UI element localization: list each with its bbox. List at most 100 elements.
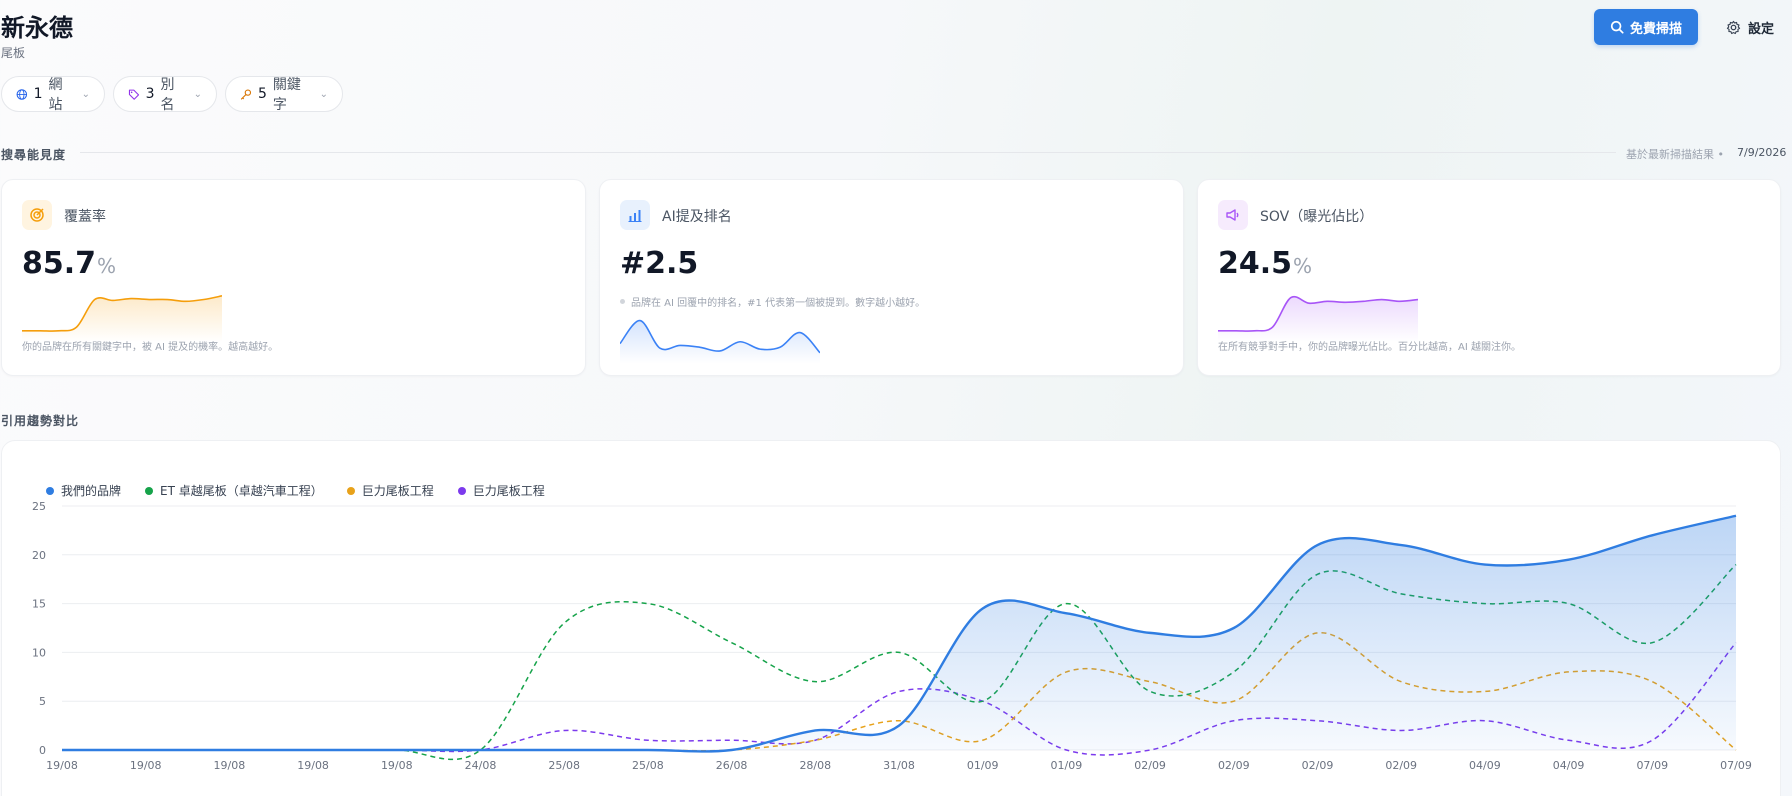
filter-keywords-label: 關鍵字 xyxy=(272,77,301,113)
legend-dot xyxy=(46,486,54,495)
gear-icon xyxy=(1726,20,1741,34)
chart-legend: 我們的品牌 ET 卓越尾板（卓越汽車工程） 巨力尾板工程 巨力尾板工程 xyxy=(46,482,545,499)
x-tick-label: 28/08 xyxy=(799,759,831,772)
sov-value: 24.5% xyxy=(1218,246,1312,281)
filter-keywords-count: 5 xyxy=(257,86,267,102)
filter-aliases[interactable]: 3 別名 ⌄ xyxy=(113,76,217,113)
x-tick-label: 19/08 xyxy=(130,759,162,772)
trend-section-title: 引用趨勢對比 xyxy=(1,414,80,428)
key-icon xyxy=(240,88,252,100)
sparkline-area xyxy=(620,320,820,364)
globe-icon xyxy=(16,88,28,100)
x-tick-label: 01/09 xyxy=(1051,759,1083,772)
y-tick-label: 0 xyxy=(39,744,46,757)
x-tick-label: 19/08 xyxy=(381,759,413,772)
coverage-sparkline xyxy=(22,295,222,342)
note-dot xyxy=(620,299,625,304)
sov-sparkline xyxy=(1218,295,1418,342)
coverage-value: 85.7% xyxy=(22,246,116,281)
visibility-section-title: 搜尋能見度 xyxy=(1,148,67,162)
megaphone-icon xyxy=(1218,200,1248,230)
settings-button[interactable]: 設定 xyxy=(1710,9,1790,45)
coverage-card: 覆蓋率 85.7% 你的品牌在所有關鍵字中，被 AI 提及的機率。越高越好。 xyxy=(1,179,586,376)
y-tick-label: 5 xyxy=(39,695,46,708)
ranking-value: #2.5 xyxy=(620,246,699,281)
settings-label: 設定 xyxy=(1747,20,1774,36)
sov-title: SOV（曝光佔比） xyxy=(1260,209,1374,225)
legend-item[interactable]: 我們的品牌 xyxy=(46,482,121,499)
x-tick-label: 31/08 xyxy=(883,759,915,772)
sov-unit: % xyxy=(1293,254,1313,278)
scan-date: 7/9/2026 xyxy=(1737,146,1787,159)
sov-description: 在所有競爭對手中，你的品牌曝光佔比。百分比越高，AI 越關注你。 xyxy=(1218,342,1521,353)
target-icon xyxy=(22,200,52,230)
legend-label: 巨力尾板工程 xyxy=(361,484,434,498)
filter-aliases-count: 3 xyxy=(145,86,155,102)
coverage-description: 你的品牌在所有關鍵字中，被 AI 提及的機率。越高越好。 xyxy=(22,342,279,353)
x-tick-label: 02/09 xyxy=(1218,759,1250,772)
trend-line-chart: 0 5 10 15 20 25 19/08 19/08 19/08 19/08 19/08 24/08… xyxy=(32,500,1752,772)
x-tick-label: 19/08 xyxy=(46,759,78,772)
x-tick-label: 01/09 xyxy=(967,759,999,772)
x-tick-label: 25/08 xyxy=(548,759,580,772)
chevron-down-icon: ⌄ xyxy=(319,88,328,100)
sov-number: 24.5 xyxy=(1218,246,1293,281)
sov-card: SOV（曝光佔比） 24.5% 在所有競爭對手中，你的品牌曝光佔比。百分比越高，… xyxy=(1197,179,1781,376)
ranking-sparkline xyxy=(620,319,820,364)
legend-label: 我們的品牌 xyxy=(61,484,122,498)
legend-label: ET 卓越尾板（卓越汽車工程） xyxy=(160,484,323,498)
ranking-note: 品牌在 AI 回覆中的排名，#1 代表第一個被提到。數字越小越好。 xyxy=(620,294,925,309)
ranking-note-text: 品牌在 AI 回覆中的排名，#1 代表第一個被提到。數字越小越好。 xyxy=(631,298,926,309)
bar-chart-icon xyxy=(620,200,650,230)
based-on-label: 基於最新掃描結果 • xyxy=(1626,148,1724,161)
legend-dot xyxy=(346,486,355,495)
series-area xyxy=(62,515,1736,752)
ranking-card: AI提及排名 #2.5 品牌在 AI 回覆中的排名，#1 代表第一個被提到。數字… xyxy=(599,179,1184,376)
tag-icon xyxy=(128,89,140,100)
x-tick-label: 19/08 xyxy=(214,759,246,772)
x-tick-label: 07/09 xyxy=(1636,759,1668,772)
x-tick-label: 24/08 xyxy=(465,759,497,772)
coverage-unit: % xyxy=(97,254,117,278)
y-tick-label: 25 xyxy=(32,500,46,513)
search-icon xyxy=(1610,20,1624,34)
free-scan-label: 免費掃描 xyxy=(1629,20,1682,36)
category-subtitle: 尾板 xyxy=(1,46,26,60)
x-tick-label: 02/09 xyxy=(1302,759,1334,772)
sparkline-line xyxy=(1218,295,1418,332)
x-tick-label: 26/08 xyxy=(716,759,748,772)
legend-item[interactable]: 巨力尾板工程 xyxy=(346,482,434,499)
brand-title: 新永德 xyxy=(1,14,73,42)
x-tick-label: 04/09 xyxy=(1553,759,1585,772)
sparkline-line xyxy=(22,295,222,332)
chevron-down-icon: ⌄ xyxy=(81,88,90,100)
filter-websites-count: 1 xyxy=(33,86,43,102)
sparkline-area xyxy=(1218,296,1418,342)
x-tick-label: 02/09 xyxy=(1134,759,1166,772)
section-divider xyxy=(80,152,1616,153)
legend-dot xyxy=(145,486,154,495)
x-tick-label: 07/09 xyxy=(1720,759,1752,772)
sparkline-line xyxy=(620,319,820,354)
y-tick-label: 10 xyxy=(32,646,46,659)
y-tick-label: 15 xyxy=(32,598,46,611)
legend-item[interactable]: 巨力尾板工程 xyxy=(457,482,545,499)
chevron-down-icon: ⌄ xyxy=(193,88,202,100)
y-tick-label: 20 xyxy=(32,549,46,562)
x-tick-label: 25/08 xyxy=(632,759,664,772)
filter-websites-label: 網站 xyxy=(48,77,63,113)
x-tick-label: 19/08 xyxy=(297,759,329,772)
sparkline-area xyxy=(22,295,222,342)
coverage-number: 85.7 xyxy=(22,246,97,281)
x-tick-label: 02/09 xyxy=(1385,759,1417,772)
legend-label: 巨力尾板工程 xyxy=(472,484,545,498)
coverage-title: 覆蓋率 xyxy=(64,209,106,225)
filter-aliases-label: 別名 xyxy=(160,77,175,113)
legend-item[interactable]: ET 卓越尾板（卓越汽車工程） xyxy=(145,482,323,499)
series-line xyxy=(62,514,1737,753)
free-scan-button[interactable]: 免費掃描 xyxy=(1594,9,1698,45)
legend-dot xyxy=(457,486,466,495)
x-tick-label: 04/09 xyxy=(1469,759,1501,772)
filter-websites[interactable]: 1 網站 ⌄ xyxy=(1,76,105,113)
filter-keywords[interactable]: 5 關鍵字 ⌄ xyxy=(225,76,343,113)
